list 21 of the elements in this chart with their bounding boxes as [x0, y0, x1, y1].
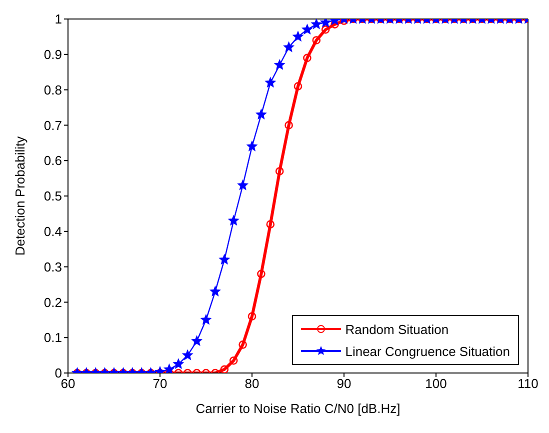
x-axis-title: Carrier to Noise Ratio C/N0 [dB.Hz] [196, 401, 400, 416]
legend-label: Random Situation [345, 322, 449, 336]
x-tick-label: 70 [152, 376, 168, 392]
legend-label: Linear Congruence Situation [345, 344, 510, 358]
y-tick-label: 0.9 [44, 47, 62, 62]
x-tick-label: 60 [60, 376, 76, 392]
y-tick-label: 0.3 [44, 259, 62, 274]
x-tick-label: 90 [336, 376, 352, 392]
x-tick-label: 80 [244, 376, 260, 392]
y-tick-label: 0.1 [44, 330, 62, 346]
x-tick-label: 110 [518, 376, 538, 392]
y-tick-label: 0 [54, 366, 62, 381]
y-tick-label: 1 [54, 12, 62, 27]
y-tick-label: 0.4 [44, 224, 62, 240]
x-tick-label: 100 [425, 376, 447, 392]
y-tick-label: 0.6 [44, 153, 62, 168]
y-tick-label: 0.2 [44, 294, 62, 310]
y-tick-label: 0.7 [44, 118, 62, 133]
y-tick-label: 0.5 [44, 188, 62, 204]
y-axis-title: Detection Probability [12, 136, 28, 256]
y-tick-label: 0.8 [44, 82, 62, 98]
